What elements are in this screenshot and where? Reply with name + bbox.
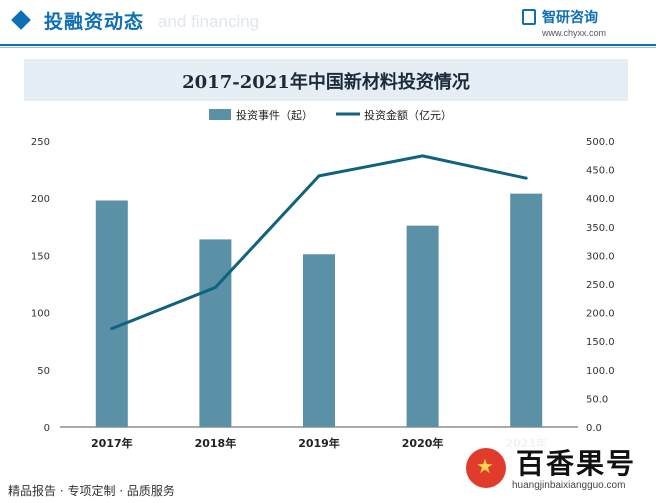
x-tick-label: 2018年 xyxy=(195,436,237,450)
source-badge[interactable]: 百香果号 huangjinbaixiangguo.com xyxy=(458,436,652,496)
y-right-tick-label: 100.0 xyxy=(586,366,615,377)
chart-title: 2017-2021年中国新材料投资情况 xyxy=(182,72,470,93)
line-point xyxy=(317,174,321,178)
star-logo-icon xyxy=(466,448,506,488)
bar xyxy=(510,193,543,427)
diamond-icon xyxy=(11,10,31,30)
y-right-tick-label: 500.0 xyxy=(586,137,615,148)
bar xyxy=(199,239,232,427)
y-left-tick-label: 200 xyxy=(31,194,50,205)
brand-logo-icon xyxy=(522,9,536,25)
y-right-tick-label: 350.0 xyxy=(586,223,615,234)
bar-series xyxy=(95,193,543,427)
line-point xyxy=(213,285,217,289)
brand-block[interactable]: 智研咨询 www.chyxx.com xyxy=(522,7,642,41)
section-title: 投融资动态 xyxy=(44,11,145,33)
y-left-tick-label: 250 xyxy=(31,137,50,148)
legend-line-label: 投资金额（亿元） xyxy=(364,108,452,122)
line-point xyxy=(524,176,528,180)
legend-bar-label: 投资事件（起） xyxy=(236,108,313,122)
y-right-tick-label: 0.0 xyxy=(586,423,602,434)
y-right-tick-label: 200.0 xyxy=(586,309,615,320)
legend-bar-swatch xyxy=(209,109,231,120)
brand-name: 智研咨询 xyxy=(542,10,598,26)
line-point xyxy=(110,327,114,331)
chart-axes: 0 50 100 150 200 250 0.0 50.0 100.0 150.0 200.0 250… xyxy=(31,137,615,450)
brand-url[interactable]: www.chyxx.com xyxy=(542,28,607,38)
footer-tagline: 精品报告 · 专项定制 · 品质服务 xyxy=(8,484,175,498)
y-right-tick-label: 250.0 xyxy=(586,280,615,291)
badge-name: 百香果号 xyxy=(516,447,637,480)
chart-legend: 投资事件（起） 投资金额（亿元） xyxy=(209,108,452,122)
y-right-tick-label: 150.0 xyxy=(586,337,615,348)
bar xyxy=(406,225,439,427)
x-tick-label: 2020年 xyxy=(402,436,444,450)
chart-title-bar: 2017-2021年中国新材料投资情况 xyxy=(24,59,628,101)
y-right-tick-label: 50.0 xyxy=(586,394,608,405)
bar xyxy=(303,254,335,427)
badge-url[interactable]: huangjinbaixiangguo.com xyxy=(512,480,626,491)
bar xyxy=(95,200,128,427)
y-right-tick-label: 400.0 xyxy=(586,194,615,205)
y-left-tick-label: 0 xyxy=(44,423,50,434)
y-left-tick-label: 100 xyxy=(31,309,50,320)
y-left-tick-label: 50 xyxy=(37,366,50,377)
y-left-tick-label: 150 xyxy=(31,251,50,262)
line-series xyxy=(110,154,528,331)
x-tick-label: 2017年 xyxy=(91,436,133,450)
header-divider-thin xyxy=(0,47,656,48)
y-right-tick-label: 300.0 xyxy=(586,251,615,262)
page-header: 投融资动态 and financing 智研咨询 www.chyxx.com xyxy=(0,0,656,48)
chart: 投资事件（起） 投资金额（亿元） 0 50 100 150 200 250 0.0 50.0 10… xyxy=(31,108,615,450)
section-subtitle-watermark: and financing xyxy=(158,12,260,31)
header-divider xyxy=(0,44,656,46)
y-right-tick-label: 450.0 xyxy=(586,166,615,177)
x-tick-label: 2019年 xyxy=(298,436,340,450)
line-point xyxy=(421,154,425,158)
